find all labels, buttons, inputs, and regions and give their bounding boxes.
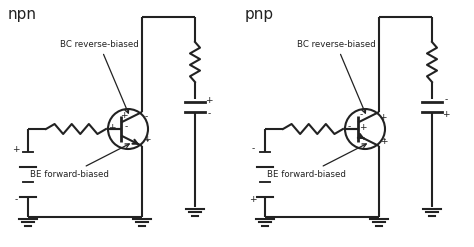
Text: BC reverse-biased: BC reverse-biased [60, 40, 139, 113]
Text: -: - [359, 110, 363, 120]
Text: +: + [120, 110, 128, 120]
Text: -: - [444, 96, 447, 104]
Text: -: - [207, 109, 210, 119]
Text: npn: npn [8, 7, 37, 22]
Text: pnp: pnp [245, 7, 274, 22]
Text: -: - [251, 144, 255, 153]
Text: BE forward-biased: BE forward-biased [30, 144, 129, 179]
Text: +: + [12, 144, 20, 153]
Text: -: - [14, 195, 18, 205]
Text: BE forward-biased: BE forward-biased [267, 144, 366, 179]
Text: +: + [108, 123, 116, 131]
Text: -: - [383, 136, 386, 144]
Text: +: + [205, 96, 213, 104]
Text: -: - [145, 112, 147, 122]
Text: +: + [143, 136, 151, 144]
Text: BC reverse-biased: BC reverse-biased [297, 40, 376, 113]
Text: +: + [249, 195, 257, 205]
Text: -: - [124, 123, 128, 131]
Text: -: - [347, 123, 351, 131]
Text: +: + [442, 109, 450, 119]
Text: +: + [380, 137, 388, 145]
Text: +: + [359, 123, 367, 131]
Text: +: + [379, 112, 387, 122]
Text: -: - [146, 137, 149, 145]
